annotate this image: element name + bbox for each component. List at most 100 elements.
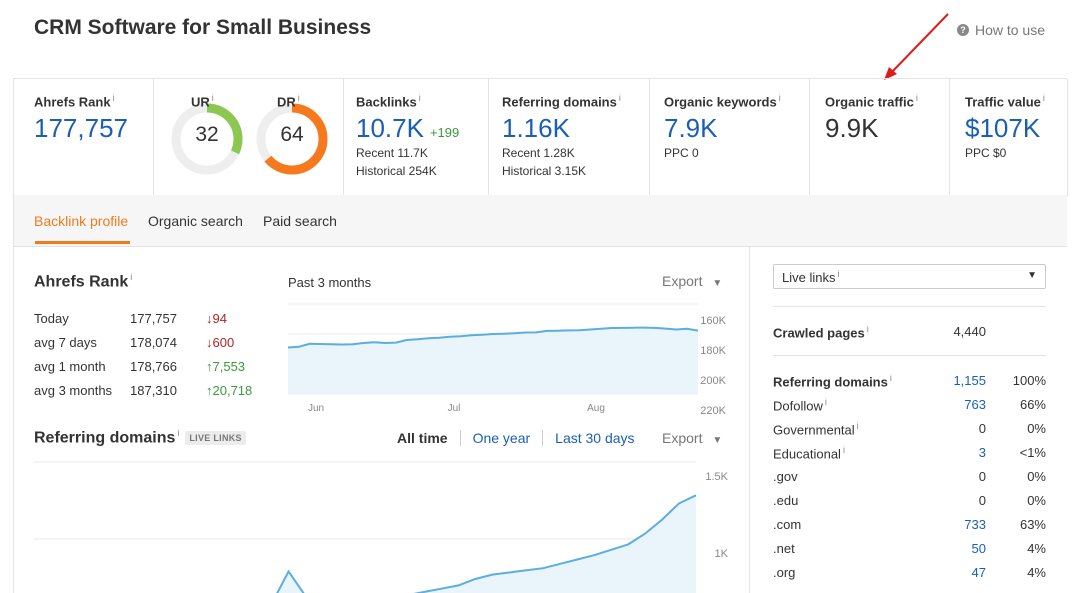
- breakdown-value[interactable]: 47: [971, 565, 986, 580]
- page-title: CRM Software for Small Business: [34, 16, 372, 39]
- organic-keywords-value[interactable]: 7.9K: [664, 113, 718, 144]
- filter-all-time[interactable]: All time: [397, 430, 448, 446]
- tab-organic-search[interactable]: Organic search: [148, 213, 243, 229]
- organic-keywords-metric: Organic keywords i 7.9K PPC 0: [650, 79, 810, 196]
- rank-row-label: avg 1 month: [34, 359, 106, 374]
- ur-gauge-arc: [171, 103, 243, 175]
- breakdown-label: Dofollow: [773, 398, 823, 414]
- dr-gauge: 64: [252, 99, 332, 179]
- info-icon[interactable]: i: [618, 93, 621, 103]
- info-icon[interactable]: i: [297, 93, 300, 103]
- ur-gauge: 32: [167, 99, 247, 179]
- rank-export-button[interactable]: Export ▼: [662, 273, 722, 289]
- breakdown-label: Governmental: [773, 422, 855, 438]
- info-icon[interactable]: i: [211, 93, 214, 103]
- annotation-arrow-icon: [884, 13, 949, 80]
- info-icon[interactable]: i: [856, 421, 859, 431]
- rank-section-title: Ahrefs Rank: [34, 273, 129, 291]
- time-filter: All time One year Last 30 days: [397, 430, 635, 446]
- info-icon[interactable]: i: [837, 269, 840, 279]
- y-tick-label: 1.5K: [705, 471, 728, 483]
- breakdown-label: Referring domains: [773, 374, 888, 390]
- breakdown-value[interactable]: 733: [964, 517, 986, 532]
- info-icon[interactable]: i: [177, 428, 180, 438]
- rank-row-change: ↓600: [206, 335, 235, 350]
- rank-line: [287, 326, 699, 349]
- referring-domains-historical: Historical 3.15K: [502, 164, 587, 179]
- info-icon[interactable]: i: [915, 93, 918, 103]
- breakdown-percent: 100%: [1012, 373, 1046, 388]
- panel-border: [13, 247, 14, 593]
- info-icon[interactable]: i: [112, 93, 115, 103]
- traffic-value-metric: Traffic value i $107K PPC $0: [950, 79, 1068, 196]
- breakdown-label: .com: [773, 517, 802, 532]
- divider: [773, 355, 1046, 356]
- breakdown-label: .gov: [773, 469, 798, 484]
- links-select-value: Live links: [782, 270, 836, 286]
- help-icon: ?: [956, 24, 969, 36]
- info-icon[interactable]: i: [418, 93, 421, 103]
- rank-row-value: 177,757: [130, 311, 177, 326]
- dr-gauge-chart: [256, 103, 328, 175]
- rank-row-value: 187,310: [130, 383, 177, 398]
- arrow-down-icon: ↓: [206, 311, 213, 326]
- organic-traffic-metric: Organic traffic i 9.9K: [810, 79, 950, 196]
- breakdown-value[interactable]: 1,155: [953, 373, 986, 388]
- info-icon[interactable]: i: [824, 397, 827, 407]
- rank-row-change: ↑20,718: [206, 383, 253, 398]
- breakdown-value[interactable]: 3: [978, 445, 986, 460]
- breakdown-label: Educational: [773, 446, 841, 462]
- filter-last-30-days[interactable]: Last 30 days: [555, 430, 635, 446]
- arrow-up-icon: ↑: [206, 383, 213, 398]
- breakdown-percent: 0%: [1027, 421, 1046, 436]
- y-tick-label: 180K: [700, 345, 726, 357]
- y-tick-label: 200K: [700, 375, 726, 387]
- refdomains-breakdown-row: Dofollow i 763 66%: [773, 397, 1046, 415]
- dr-gauge-arc: [256, 103, 328, 175]
- refdomains-export-button[interactable]: Export ▼: [662, 430, 722, 446]
- backlinks-recent: Recent 11.7K: [356, 146, 428, 161]
- refdomains-section-title: Referring domains: [34, 429, 176, 447]
- breakdown-percent: 0%: [1027, 469, 1046, 484]
- referring-domains-value[interactable]: 1.16K: [502, 113, 570, 144]
- backlinks-historical: Historical 254K: [356, 164, 437, 179]
- refdomains-breakdown-row: .org 47 4%: [773, 565, 1046, 583]
- organic-traffic-value[interactable]: 9.9K: [825, 113, 879, 144]
- separator: [459, 430, 461, 446]
- ahrefs-rank-value[interactable]: 177,757: [34, 113, 128, 144]
- breakdown-value: 0: [978, 493, 986, 508]
- info-icon[interactable]: i: [866, 324, 869, 334]
- links-select[interactable]: Live links i ▼: [773, 264, 1046, 289]
- info-icon[interactable]: i: [1042, 93, 1045, 103]
- breakdown-value[interactable]: 50: [971, 541, 986, 556]
- x-tick-label: Jun: [308, 403, 324, 414]
- info-icon[interactable]: i: [130, 272, 133, 282]
- chevron-down-icon: ▼: [1027, 270, 1037, 281]
- refdomains-breakdown-row: .gov 0 0%: [773, 469, 1046, 487]
- traffic-value-ppc: PPC $0: [965, 146, 1007, 161]
- info-icon[interactable]: i: [778, 93, 781, 103]
- organic-keywords-label: Organic keywords: [664, 94, 777, 110]
- backlinks-value[interactable]: 10.7K: [356, 113, 424, 144]
- x-tick-label: Jul: [448, 403, 461, 414]
- info-icon[interactable]: i: [889, 373, 892, 383]
- breakdown-value: 0: [978, 469, 986, 484]
- info-icon[interactable]: i: [842, 445, 845, 455]
- separator: [542, 430, 544, 446]
- backlinks-change[interactable]: +199: [429, 125, 460, 141]
- tab-paid-search[interactable]: Paid search: [263, 213, 337, 229]
- how-to-use-link[interactable]: ? How to use: [956, 22, 1045, 38]
- chevron-down-icon: ▼: [712, 278, 723, 289]
- traffic-value-value[interactable]: $107K: [965, 113, 1041, 144]
- breakdown-percent: 4%: [1027, 565, 1046, 580]
- crawled-pages-value: 4,440: [953, 324, 986, 339]
- arrow-up-icon: ↑: [206, 359, 213, 374]
- how-to-use-label: How to use: [974, 22, 1045, 38]
- filter-one-year[interactable]: One year: [472, 430, 531, 446]
- tab-backlink-profile[interactable]: Backlink profile: [34, 213, 129, 229]
- y-tick-label: 1K: [715, 548, 729, 560]
- refdomains-breakdown-row: Governmental i 0 0%: [773, 421, 1046, 439]
- refdomains-breakdown-row: Referring domains i 1,155 100%: [773, 373, 1046, 391]
- breakdown-value[interactable]: 763: [964, 397, 986, 412]
- backlinks-metric: Backlinks i 10.7K +199 Recent 11.7K Histor…: [344, 79, 489, 196]
